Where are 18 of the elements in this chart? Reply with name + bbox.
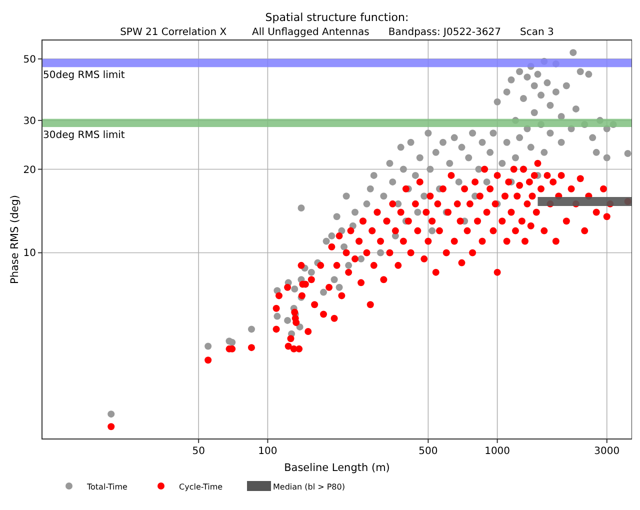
x-axis-title: Baseline Length (m) (284, 462, 390, 474)
x-tick-label: 50 (192, 446, 205, 457)
x-tick-label: 100 (258, 446, 278, 457)
legend-label: Median (bl > P80) (273, 482, 345, 492)
chart-subtitle: SPW 21 Correlation X All Unflagged Antennas Bandpass: J0522-3627 Scan 3 (120, 27, 554, 38)
x-tick-label: 3000 (594, 446, 620, 457)
y-tick-label: 50 (23, 54, 36, 66)
x-tick-label: 1000 (484, 446, 510, 457)
y-axis-title: Phase RMS (deg) (9, 194, 21, 284)
y-tick-label: 20 (23, 164, 36, 176)
legend-label: Total-Time (86, 482, 128, 492)
y-tick-label: 30 (23, 116, 36, 127)
y-tick-label: 10 (23, 248, 36, 260)
x-tick-label: 500 (418, 446, 438, 457)
legend-label: Cycle-Time (179, 482, 223, 492)
band-label: 50deg RMS limit (43, 70, 125, 82)
chart-title: Spatial structure function: (265, 11, 409, 24)
band-label: 30deg RMS limit (43, 130, 125, 142)
